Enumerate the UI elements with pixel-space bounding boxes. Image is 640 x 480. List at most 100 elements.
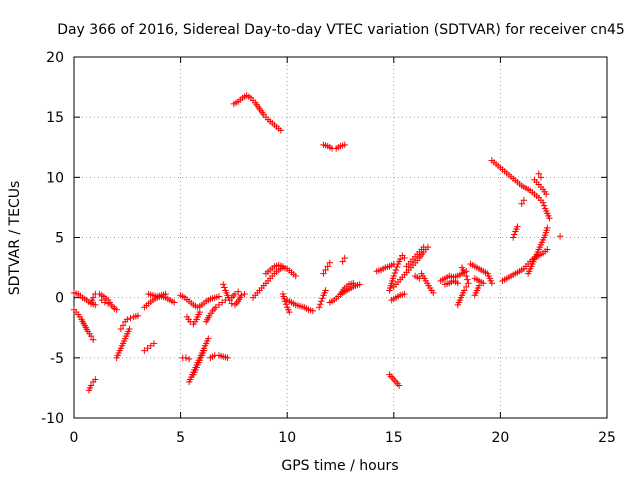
series-arc-45 — [471, 282, 483, 299]
series-arc-13 — [190, 347, 208, 378]
series-arc-01 — [70, 289, 99, 309]
data-point — [117, 325, 125, 333]
series-arc-36 — [403, 243, 427, 270]
data-point — [220, 281, 227, 288]
data-point — [322, 266, 329, 274]
series-arc-24 — [284, 296, 316, 315]
data-point — [171, 299, 178, 306]
data-point — [454, 280, 461, 287]
data-point — [465, 280, 472, 287]
data-point — [544, 246, 551, 253]
data-point — [393, 263, 401, 271]
series-arc-26 — [320, 259, 334, 277]
data-point — [196, 308, 203, 316]
data-point — [544, 224, 551, 232]
data-point — [182, 354, 190, 362]
data-point — [339, 258, 346, 265]
data-point — [430, 289, 437, 297]
data-point — [539, 199, 547, 206]
data-point — [464, 276, 471, 283]
data-point — [535, 170, 542, 177]
y-tick-label: -10 — [41, 411, 64, 427]
series-arc-28 — [326, 281, 363, 306]
data-point — [282, 301, 290, 308]
series-arc-23 — [279, 290, 293, 316]
y-tick-label: 10 — [46, 170, 64, 186]
series-arc-54 — [556, 233, 564, 240]
data-point — [221, 284, 228, 291]
data-point — [234, 288, 242, 295]
series-arc-35 — [388, 290, 408, 304]
data-point — [546, 215, 553, 222]
data-point — [356, 281, 363, 288]
data-point — [391, 269, 399, 277]
data-point — [460, 287, 468, 294]
series-arc-05 — [98, 296, 112, 307]
y-tick-label: 15 — [46, 110, 64, 126]
data-point — [200, 347, 208, 354]
series-arc-08 — [141, 340, 158, 354]
data-point — [420, 243, 427, 251]
data-point — [390, 272, 397, 280]
series-arc-31 — [373, 260, 397, 275]
series-arc-19 — [228, 288, 242, 301]
series-arc-53 — [535, 170, 545, 181]
series-arc-06 — [113, 325, 133, 362]
data-point — [124, 316, 131, 323]
series-arc-14 — [179, 354, 193, 363]
data-point — [315, 304, 323, 311]
data-point — [320, 270, 327, 277]
series-arc-37 — [411, 272, 423, 282]
series-arc-20 — [230, 92, 285, 134]
y-tick-label: 0 — [55, 291, 64, 307]
data-point — [540, 202, 548, 209]
data-point — [401, 254, 408, 262]
data-point — [509, 234, 517, 241]
x-axis-label: GPS time / hours — [281, 458, 398, 474]
series-arc-03 — [85, 376, 99, 394]
x-tick-label: 25 — [598, 430, 616, 446]
data-point — [463, 283, 470, 291]
data-point — [119, 322, 127, 329]
x-tick-label: 0 — [70, 430, 79, 446]
data-point — [480, 280, 487, 287]
data-point — [317, 301, 324, 308]
series-arc-04 — [87, 290, 120, 313]
data-point — [341, 254, 348, 262]
data-point — [87, 332, 95, 340]
y-tick-label: 5 — [55, 231, 64, 247]
series-arc-43 — [467, 260, 496, 287]
data-point — [392, 266, 400, 274]
y-axis-label: SDTVAR / TECUs — [7, 181, 23, 296]
series-arc-48 — [509, 223, 521, 241]
series-arc-22 — [262, 261, 287, 277]
data-point — [126, 325, 133, 333]
series-arc-46 — [488, 157, 553, 222]
data-point — [162, 290, 169, 298]
series-arc-49 — [518, 196, 528, 208]
data-point — [396, 255, 404, 263]
series-arc-40 — [441, 277, 461, 288]
data-point — [286, 308, 293, 316]
data-point — [322, 287, 329, 294]
x-axis-ticks: 0 5 10 15 20 25 — [70, 57, 616, 446]
data-point — [238, 292, 245, 299]
data-point — [89, 336, 97, 343]
data-point — [309, 307, 316, 315]
data-point — [104, 300, 112, 307]
series-arc-51 — [524, 224, 551, 277]
data-point — [241, 290, 248, 298]
series-arc-15 — [183, 308, 203, 328]
data-point — [92, 301, 99, 309]
data-point — [185, 355, 193, 363]
series-arc-02 — [70, 306, 97, 343]
data-point — [292, 272, 299, 280]
data-point — [87, 382, 95, 389]
x-tick-label: 5 — [176, 430, 185, 446]
data-point — [224, 354, 231, 362]
data-point — [101, 299, 109, 306]
data-point — [520, 196, 528, 204]
data-point — [319, 295, 326, 302]
series-arc-10 — [145, 290, 169, 300]
